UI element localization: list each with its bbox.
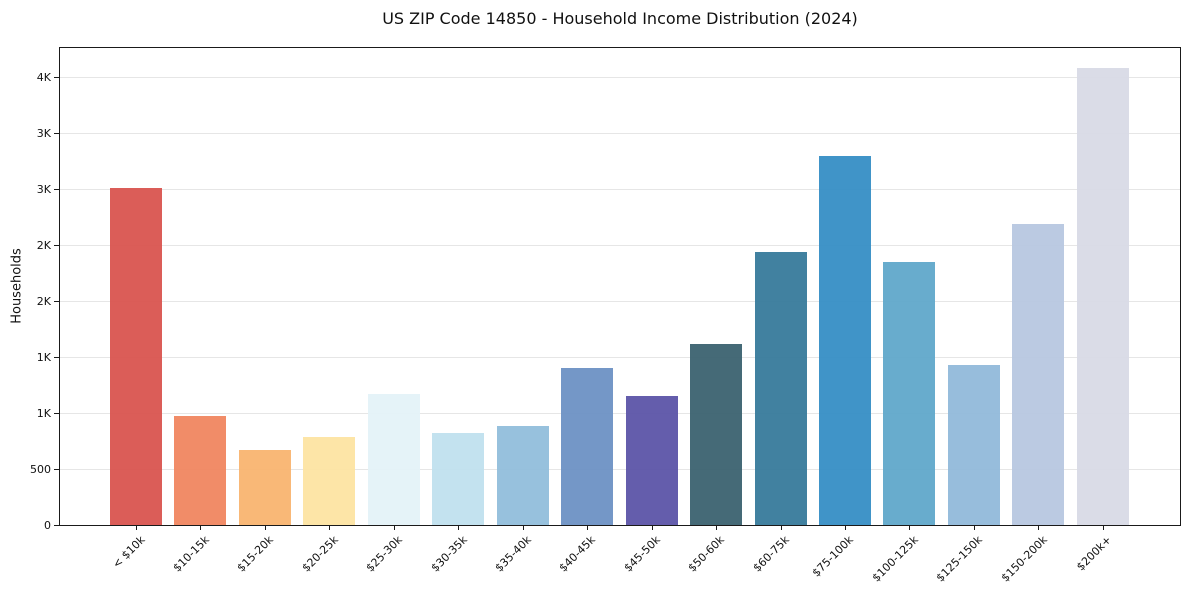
x-tick-label: $200k+ xyxy=(1073,533,1114,574)
bar xyxy=(238,449,291,525)
x-tick-label: $35-40k xyxy=(492,533,534,575)
x-tick-label: $45-50k xyxy=(621,533,663,575)
x-tick-label: $15-20k xyxy=(234,533,276,575)
chart-title: US ZIP Code 14850 - Household Income Dis… xyxy=(382,9,858,28)
x-tick-label: $40-45k xyxy=(556,533,599,575)
x-tick-label: $25-30k xyxy=(363,533,405,575)
x-tick-label: $60-75k xyxy=(750,533,792,575)
x-tick-mark xyxy=(780,525,782,530)
y-tick-label: 3K xyxy=(36,182,51,196)
y-tick-label: 3K xyxy=(36,126,51,140)
gridline xyxy=(60,301,1180,303)
bar xyxy=(690,343,743,525)
x-tick-label: $50-60k xyxy=(685,533,728,575)
bars-container: < $10k $10-15k $15-20k $20-25k $25-30k $30-35… xyxy=(60,48,1180,584)
bar xyxy=(818,155,871,525)
gridline xyxy=(60,189,1180,191)
bar xyxy=(947,365,1000,525)
x-tick-mark xyxy=(329,525,331,530)
bar xyxy=(367,394,420,525)
bar xyxy=(110,187,162,525)
y-tick-mark xyxy=(54,413,59,415)
x-tick-mark xyxy=(716,525,718,530)
bar xyxy=(561,367,614,525)
bar xyxy=(754,252,807,525)
y-tick-label: 1K xyxy=(36,406,51,420)
y-tick-label: 4K xyxy=(36,70,51,84)
y-tick-mark xyxy=(54,189,59,191)
bar-slot: $35-40k xyxy=(493,48,549,575)
y-axis-label: Households xyxy=(9,248,25,324)
bar xyxy=(174,416,227,525)
y-tick-label: 500 xyxy=(30,462,51,476)
bar-slot: $100-125k xyxy=(869,48,936,584)
x-tick-label: $150-200k xyxy=(998,533,1050,585)
x-tick-label: < $10k xyxy=(109,533,148,571)
bar xyxy=(1076,68,1129,525)
bar-slot: $10-15k xyxy=(170,48,227,575)
x-tick-label: $125-150k xyxy=(933,533,985,585)
bar xyxy=(625,395,678,525)
bar-slot: $25-30k xyxy=(364,48,420,575)
y-tick-mark xyxy=(54,357,59,359)
plot-area: 0 500 1K 1K 2K 2K 3K 3K 4K < $10k $10-15k $15-20k $… xyxy=(30,47,1181,584)
x-tick-mark xyxy=(1102,525,1104,530)
y-tick-label: 2K xyxy=(36,238,51,252)
gridline xyxy=(60,245,1180,247)
bar-slot: < $10k xyxy=(110,48,162,571)
y-tick-mark xyxy=(54,525,59,526)
bar-slot: $50-60k xyxy=(686,48,743,575)
x-tick-mark xyxy=(200,525,202,530)
bar-slot: $30-35k xyxy=(428,48,485,575)
x-tick-mark xyxy=(1038,525,1040,530)
x-tick-mark xyxy=(909,525,911,530)
bar-slot: $40-45k xyxy=(557,48,614,575)
gridline xyxy=(60,133,1180,135)
x-tick-label: $30-35k xyxy=(428,533,470,575)
x-tick-mark xyxy=(651,525,653,530)
y-tick-mark xyxy=(54,245,59,247)
bar-slot: $125-150k xyxy=(934,48,1000,584)
x-tick-mark xyxy=(136,525,137,530)
gridline xyxy=(60,413,1180,415)
y-tick-label: 2K xyxy=(36,294,51,308)
bar-slot: $45-50k xyxy=(621,48,678,575)
bar-slot: $60-75k xyxy=(750,48,807,575)
x-tick-mark xyxy=(522,525,524,530)
bar-slot: $75-100k xyxy=(810,48,871,579)
bar xyxy=(1012,223,1065,525)
bar-slot: $200k+ xyxy=(1074,48,1129,573)
y-tick-label: 0 xyxy=(44,518,51,532)
x-tick-label: $10-15k xyxy=(170,533,212,575)
bar xyxy=(303,437,356,525)
bar-slot: $150-200k xyxy=(998,48,1065,584)
x-tick-label: $75-100k xyxy=(809,533,857,580)
bar-slot: $20-25k xyxy=(299,48,356,575)
x-tick-mark xyxy=(393,525,395,530)
x-tick-mark xyxy=(264,525,266,530)
bar xyxy=(883,262,936,525)
y-tick-label: 1K xyxy=(36,350,51,364)
x-tick-label: $20-25k xyxy=(299,533,341,575)
y-tick-mark xyxy=(54,77,59,79)
x-tick-mark xyxy=(844,525,846,530)
bar xyxy=(496,426,549,525)
x-tick-mark xyxy=(587,525,589,530)
gridline xyxy=(60,77,1180,79)
gridline xyxy=(60,357,1180,359)
gridline xyxy=(60,469,1180,471)
bar xyxy=(432,433,485,525)
x-tick-mark xyxy=(458,525,460,530)
y-tick-mark xyxy=(54,469,59,471)
y-tick-mark xyxy=(54,301,59,303)
bar-slot: $15-20k xyxy=(235,48,291,575)
x-tick-mark xyxy=(973,525,975,530)
x-tick-label: $100-125k xyxy=(869,533,921,585)
y-tick-mark xyxy=(54,133,59,135)
